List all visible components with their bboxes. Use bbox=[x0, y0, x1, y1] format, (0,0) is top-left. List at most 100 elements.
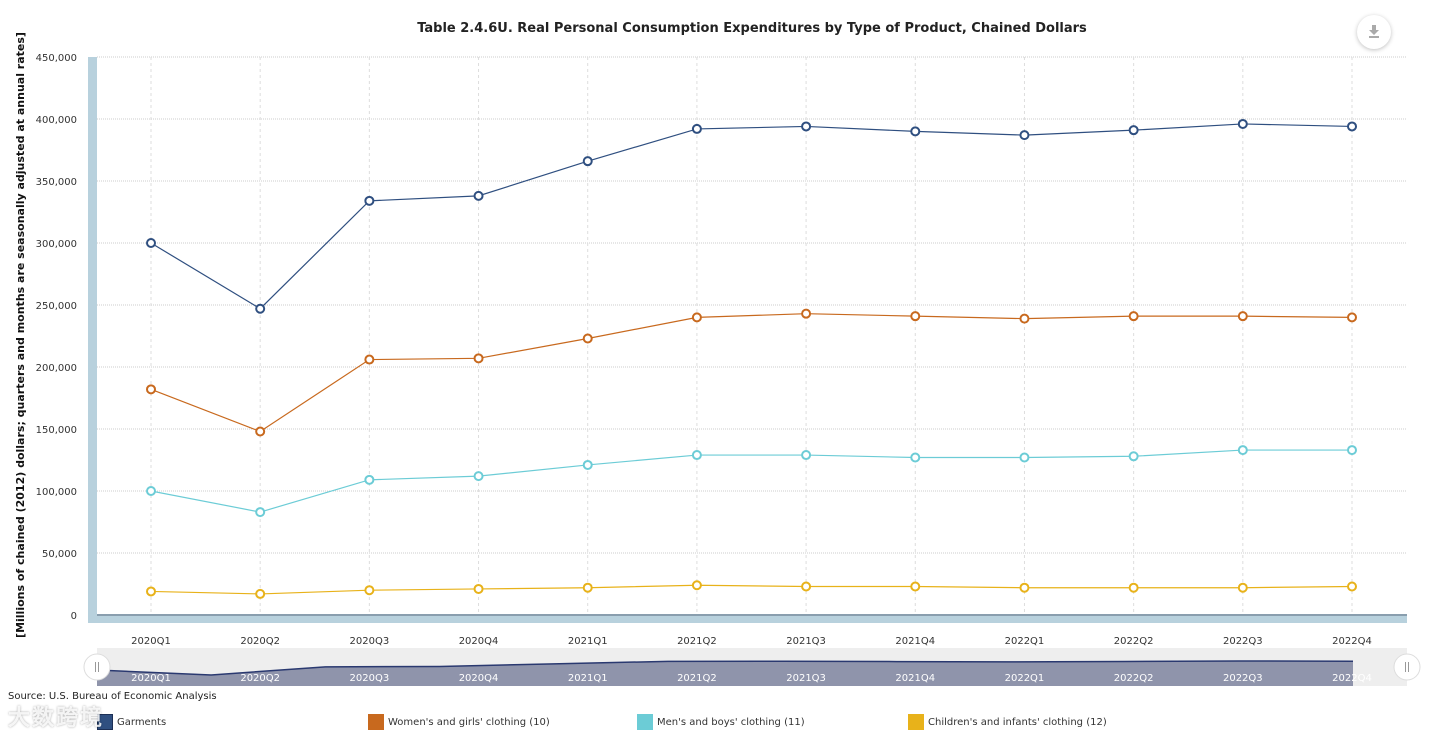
data-point-garments[interactable] bbox=[473, 190, 484, 201]
y-tick-label: 150,000 bbox=[36, 425, 77, 436]
navigator-tick-label: 2021Q2 bbox=[677, 673, 717, 684]
series-line-women bbox=[150, 313, 1353, 433]
data-point-women[interactable] bbox=[364, 354, 375, 365]
data-point-women[interactable] bbox=[146, 384, 156, 395]
x-tick-label: 2020Q4 bbox=[459, 636, 499, 647]
navigator-tick-label: 2021Q3 bbox=[786, 673, 826, 684]
data-point-men[interactable] bbox=[691, 450, 702, 461]
series-women bbox=[146, 308, 1357, 437]
series-layer bbox=[146, 118, 1357, 599]
handle-knob[interactable] bbox=[83, 653, 111, 681]
y-tick-label: 350,000 bbox=[36, 177, 77, 188]
data-point-men[interactable] bbox=[801, 450, 812, 461]
data-point-garments[interactable] bbox=[582, 156, 593, 167]
data-point-women[interactable] bbox=[582, 333, 593, 344]
data-point-children[interactable] bbox=[255, 588, 266, 599]
data-point-women[interactable] bbox=[473, 353, 484, 364]
data-point-garments[interactable] bbox=[1347, 121, 1357, 132]
navigator-tick-label: 2022Q2 bbox=[1114, 673, 1154, 684]
data-point-children[interactable] bbox=[473, 583, 484, 594]
data-point-women[interactable] bbox=[1128, 311, 1139, 322]
data-point-women[interactable] bbox=[691, 312, 702, 323]
legend-label: Children's and infants' clothing (12) bbox=[928, 716, 1107, 728]
data-point-garments[interactable] bbox=[691, 123, 702, 134]
data-point-children[interactable] bbox=[364, 585, 375, 596]
navigator-tick-label: 2020Q4 bbox=[459, 673, 499, 684]
watermark-logo: 大数跨境 bbox=[8, 706, 105, 731]
y-axis-band bbox=[88, 57, 97, 615]
data-point-garments[interactable] bbox=[364, 195, 375, 206]
navigator-tick-label: 2020Q1 bbox=[131, 673, 171, 684]
source-note: Source: U.S. Bureau of Economic Analysis bbox=[8, 691, 217, 702]
data-point-men[interactable] bbox=[473, 471, 484, 482]
data-point-men[interactable] bbox=[364, 474, 375, 485]
data-point-children[interactable] bbox=[1019, 582, 1030, 593]
data-point-garments[interactable] bbox=[910, 126, 921, 137]
data-point-men[interactable] bbox=[255, 507, 266, 518]
navigator-tick-label: 2020Q3 bbox=[350, 673, 390, 684]
data-point-children[interactable] bbox=[1237, 582, 1248, 593]
legend-item-children[interactable]: Children's and infants' clothing (12) bbox=[908, 713, 1107, 731]
data-point-children[interactable] bbox=[146, 586, 156, 597]
legend-label: Garments bbox=[117, 716, 167, 728]
series-garments bbox=[146, 118, 1357, 314]
x-tick-label: 2021Q1 bbox=[568, 636, 608, 647]
data-point-women[interactable] bbox=[255, 426, 266, 437]
x-tick-label: 2021Q4 bbox=[895, 636, 935, 647]
y-tick-label: 300,000 bbox=[36, 239, 77, 250]
y-tick-label: 50,000 bbox=[42, 549, 77, 560]
legend-label: Men's and boys' clothing (11) bbox=[657, 716, 805, 728]
data-point-garments[interactable] bbox=[146, 238, 156, 248]
data-point-garments[interactable] bbox=[1019, 130, 1030, 141]
data-point-garments[interactable] bbox=[1237, 118, 1248, 129]
x-tick-label: 2021Q3 bbox=[786, 636, 826, 647]
navigator-right-handle[interactable] bbox=[1393, 653, 1421, 681]
data-point-men[interactable] bbox=[1347, 445, 1357, 456]
data-point-men[interactable] bbox=[910, 452, 921, 463]
navigator-tick-label: 2022Q1 bbox=[1005, 673, 1045, 684]
x-tick-label: 2020Q1 bbox=[131, 636, 171, 647]
legend-item-men[interactable]: Men's and boys' clothing (11) bbox=[637, 713, 805, 731]
legend-swatch-women bbox=[368, 714, 384, 730]
data-point-men[interactable] bbox=[1019, 452, 1030, 463]
data-point-garments[interactable] bbox=[1128, 125, 1139, 136]
y-tick-label: 0 bbox=[71, 611, 77, 622]
handle-knob[interactable] bbox=[1393, 653, 1421, 681]
x-tick-label: 2020Q3 bbox=[350, 636, 390, 647]
data-point-men[interactable] bbox=[582, 459, 593, 470]
navigator-left-handle[interactable] bbox=[83, 653, 111, 681]
data-point-children[interactable] bbox=[801, 581, 812, 592]
y-tick-label: 400,000 bbox=[36, 115, 77, 126]
data-point-women[interactable] bbox=[1237, 311, 1248, 322]
data-point-children[interactable] bbox=[691, 580, 702, 591]
legend-item-garments[interactable]: Garments bbox=[97, 713, 166, 731]
y-axis-label: [Millions of chained (2012) dollars; qua… bbox=[14, 32, 27, 638]
navigator-line bbox=[96, 660, 1354, 676]
range-navigator[interactable]: 2020Q1 2020Q2 2020Q3 2020Q4 2021Q1 2021Q2 2021… bbox=[83, 648, 1421, 686]
data-point-men[interactable] bbox=[1128, 451, 1139, 462]
data-point-children[interactable] bbox=[1347, 581, 1357, 592]
data-point-men[interactable] bbox=[146, 486, 156, 496]
x-tick-label: 2021Q2 bbox=[677, 636, 717, 647]
x-tick-label: 2022Q4 bbox=[1332, 636, 1372, 647]
data-point-women[interactable] bbox=[910, 311, 921, 322]
data-point-women[interactable] bbox=[801, 308, 812, 319]
grid bbox=[97, 56, 1407, 615]
data-point-women[interactable] bbox=[1019, 313, 1030, 324]
data-point-children[interactable] bbox=[582, 582, 593, 593]
x-tick-label: 2020Q2 bbox=[240, 636, 280, 647]
data-point-men[interactable] bbox=[1237, 445, 1248, 456]
download-button[interactable] bbox=[1357, 15, 1391, 49]
data-point-garments[interactable] bbox=[801, 121, 812, 132]
data-point-garments[interactable] bbox=[255, 303, 266, 314]
x-tick-label: 2022Q2 bbox=[1114, 636, 1154, 647]
data-point-children[interactable] bbox=[1128, 582, 1139, 593]
legend-swatch-children bbox=[908, 714, 924, 730]
data-point-women[interactable] bbox=[1347, 312, 1357, 323]
y-tick-label: 450,000 bbox=[36, 53, 77, 64]
data-point-children[interactable] bbox=[910, 581, 921, 592]
series-children bbox=[146, 580, 1357, 599]
chart-title: Table 2.4.6U. Real Personal Consumption … bbox=[417, 21, 1087, 36]
legend-item-women[interactable]: Women's and girls' clothing (10) bbox=[368, 713, 550, 731]
